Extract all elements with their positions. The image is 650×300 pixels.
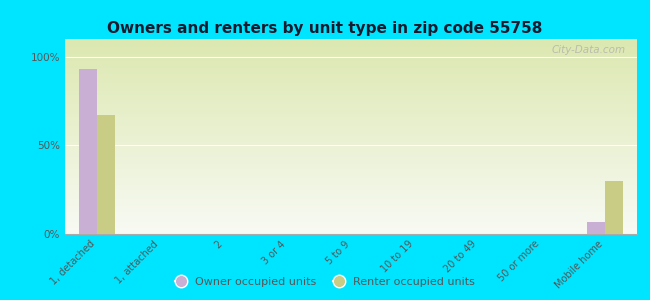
Text: Owners and renters by unit type in zip code 55758: Owners and renters by unit type in zip c… [107,21,543,36]
Bar [588,222,605,234]
Bar [97,115,114,234]
Legend: Owner occupied units, Renter occupied units: Owner occupied units, Renter occupied un… [171,272,479,291]
Bar [79,69,97,234]
Bar [605,181,623,234]
Text: City-Data.com: City-Data.com [551,45,625,55]
